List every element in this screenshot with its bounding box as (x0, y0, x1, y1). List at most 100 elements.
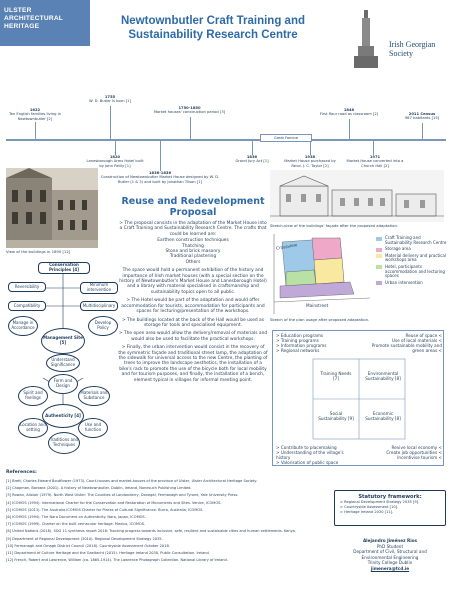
conservation-diagram: Conservation Principles [4] Reversibilit… (8, 258, 118, 468)
reuse-intro: > The proposal consists in the adaptatio… (119, 221, 267, 237)
timeline-stem (110, 106, 111, 139)
timeline-stem (115, 141, 116, 155)
timeline-year: 1848 (343, 108, 355, 112)
statutory-item: > Regional Development Strategy 2035 [9]… (340, 500, 420, 504)
statutory-title: Statutory framework: (358, 494, 422, 500)
reuse-body: > The proposal consists in the adaptatio… (118, 221, 268, 383)
management-site-node: Management Site [5] (41, 328, 85, 354)
legend-item: Craft Training and Sustainability Resear… (376, 235, 448, 245)
timeline-event: 2011 Census 987 habitants [15] (396, 112, 448, 121)
legend-item: Hotel, participants accommodation and le… (376, 264, 448, 279)
logo-line-1: ULSTER (4, 7, 32, 14)
timeline-event: 1755 W. D. Butler is born [1] (80, 95, 140, 104)
timeline-event: 1750-1850 Market houses' construction pe… (152, 106, 227, 115)
logo-line-3: HERITAGE (4, 23, 40, 31)
references-list: [1] Brett, Charles Edward Boutflower (19… (6, 478, 306, 564)
legend-swatch (376, 247, 382, 252)
legend-item: Storage area (376, 247, 448, 252)
timeline-year: 1971 (369, 155, 381, 159)
author-block: Alejandro Jiménez Rios PhD Student Depar… (334, 538, 446, 572)
timeline-text: Ten English families living in Newtownbu… (9, 112, 61, 121)
sus-item: Create job opportunities < (386, 450, 442, 455)
craft-item: Others (185, 259, 201, 265)
timeline-event: 1836-1836 Construction of Newtownbutler … (98, 171, 222, 184)
legend-item: Material delivery and practical workshop… (376, 253, 448, 263)
legend-swatch (376, 265, 382, 270)
reference-item: [8] United Nations (2018). SDG 11 synthe… (6, 529, 296, 534)
legend-swatch (376, 236, 382, 241)
sustainability-grid-lines (312, 358, 406, 440)
author-name: Alejandro Jiménez Rios (362, 538, 418, 543)
reference-item: [11] Department of Culture Heritage and … (6, 551, 210, 556)
develop-policy-node: Develop Policy (88, 316, 118, 336)
craft-item: Traditional plastering (169, 254, 217, 260)
reuse-paragraph: The space would hold a permanent exhibit… (119, 268, 267, 295)
timeline-stem (422, 123, 423, 139)
logo-line-2: ARCHITECTURAL (4, 15, 64, 23)
timeline-text: Grand Jury Act [1] (235, 159, 269, 164)
author-email-link[interactable]: jimenera@tcd.ie (370, 565, 410, 571)
site-plan (270, 232, 374, 316)
timeline-text: 987 habitants [15] (404, 116, 440, 121)
timeline-event: 1820 Lanesborough Arms Hotel built by Jo… (84, 155, 146, 168)
timeline-year: 1938 (304, 155, 316, 159)
timeline-text: Market House converted into a Church Hal… (346, 159, 404, 168)
reference-item: [10] Fermanagh and Omagh District Counci… (6, 543, 170, 548)
materials-substance-node: Materials and Substance (78, 386, 110, 406)
historic-photo (6, 168, 98, 248)
sus-item: Incentivise tourism < (397, 455, 442, 460)
timeline-event: 1938 Market House purchased by Revd. J. … (280, 155, 340, 168)
plan-caption: Sketch of the plan usage after proposed … (270, 317, 370, 322)
timeline-event: 1836 Grand Jury Act [1] (228, 155, 276, 164)
sus-item: > Contribute to placemaking (276, 445, 337, 450)
spirit-feelings-node: Spirit and feelings (18, 386, 48, 406)
sus-item: Reuse of space < (405, 333, 442, 338)
timeline-stem (252, 141, 253, 155)
manage-accordance-node: Manage in Accordance (8, 316, 38, 336)
street-label-mainstreet: Mainstreet (306, 303, 329, 308)
sus-item: > Regional networks (276, 348, 320, 353)
timeline-year: 1820 (109, 155, 121, 159)
statutory-item: > Heritage Ireland 2030 [11]. (340, 509, 394, 514)
timeline-text: Construction of Newtownbutler Market Hou… (100, 175, 220, 184)
location-setting-node: Location and setting (18, 418, 48, 438)
reference-item: [7] ICOMOS (1999). Charter on the built … (6, 522, 146, 527)
author-role: PhD Student (376, 543, 404, 549)
poster-title: Newtownbutler Craft Training and Sustain… (120, 15, 305, 41)
reuse-title: Reuse and Redevelopment Proposal (121, 196, 265, 218)
form-design-node: Form and Design (48, 374, 78, 394)
social-sustainability-label: Social Sustainability [9] (318, 411, 354, 421)
minimum-intervention-box: Minimum intervention (80, 282, 118, 294)
sus-item: > Training programs (276, 338, 319, 343)
timeline-stem (190, 117, 191, 139)
reversibility-box: Reversibility (8, 282, 46, 292)
traditions-techniques-node: Traditions and Techniques (48, 432, 80, 454)
authenticity-node: Authenticity [4] (42, 404, 84, 428)
sustainability-tl-list: > Education programs > Training programs… (276, 333, 356, 353)
timeline-text: W. D. Butler is born [1] (89, 99, 131, 104)
plan-legend: Craft Training and Sustainability Resear… (376, 235, 448, 286)
timeline-event: 1848 First flour road as classroom [2] (318, 108, 380, 117)
timeline-event: 1971 Market House converted into a Churc… (345, 155, 405, 168)
legend-label: Urban intervention (385, 279, 423, 285)
timeline-axis (6, 139, 446, 141)
reuse-paragraph: > The open area would allow the delivery… (118, 331, 268, 342)
reference-item: [3] Rowan, Alistair (1979). North West U… (6, 493, 239, 498)
monument-icon (354, 10, 378, 68)
sustainability-br-list: Revive local economy < Create job opport… (361, 445, 442, 460)
reuse-paragraph: > The Hotel would be part of the adaptat… (121, 298, 265, 315)
reference-item: [9] Department of Regional Development (… (6, 536, 163, 541)
reference-item: [1] Brett, Charles Edward Boutflower (19… (6, 479, 258, 483)
timeline-text: Market houses' construction period [3] (153, 110, 226, 115)
timeline-year: 1836 (246, 155, 258, 159)
timeline-text: Lanesborough Arms Hotel built by John Re… (86, 159, 144, 168)
photo-caption: View of the buildings in 1890 [12] (6, 249, 71, 254)
timeline-year: 1836-1836 (148, 171, 172, 175)
sus-item: > Information programs (276, 343, 327, 348)
timeline-stem (160, 141, 161, 171)
reference-item: [6] ICOMOS (1994). The Nara Document on … (6, 515, 146, 520)
author-department: Environmental Engineering (361, 554, 419, 560)
training-needs-label: Training Needs [7] (320, 371, 352, 381)
author-institution: Trinity College Dublin (367, 560, 413, 566)
irish-georgian-society-logo: Irish Georgian Society (389, 40, 436, 58)
